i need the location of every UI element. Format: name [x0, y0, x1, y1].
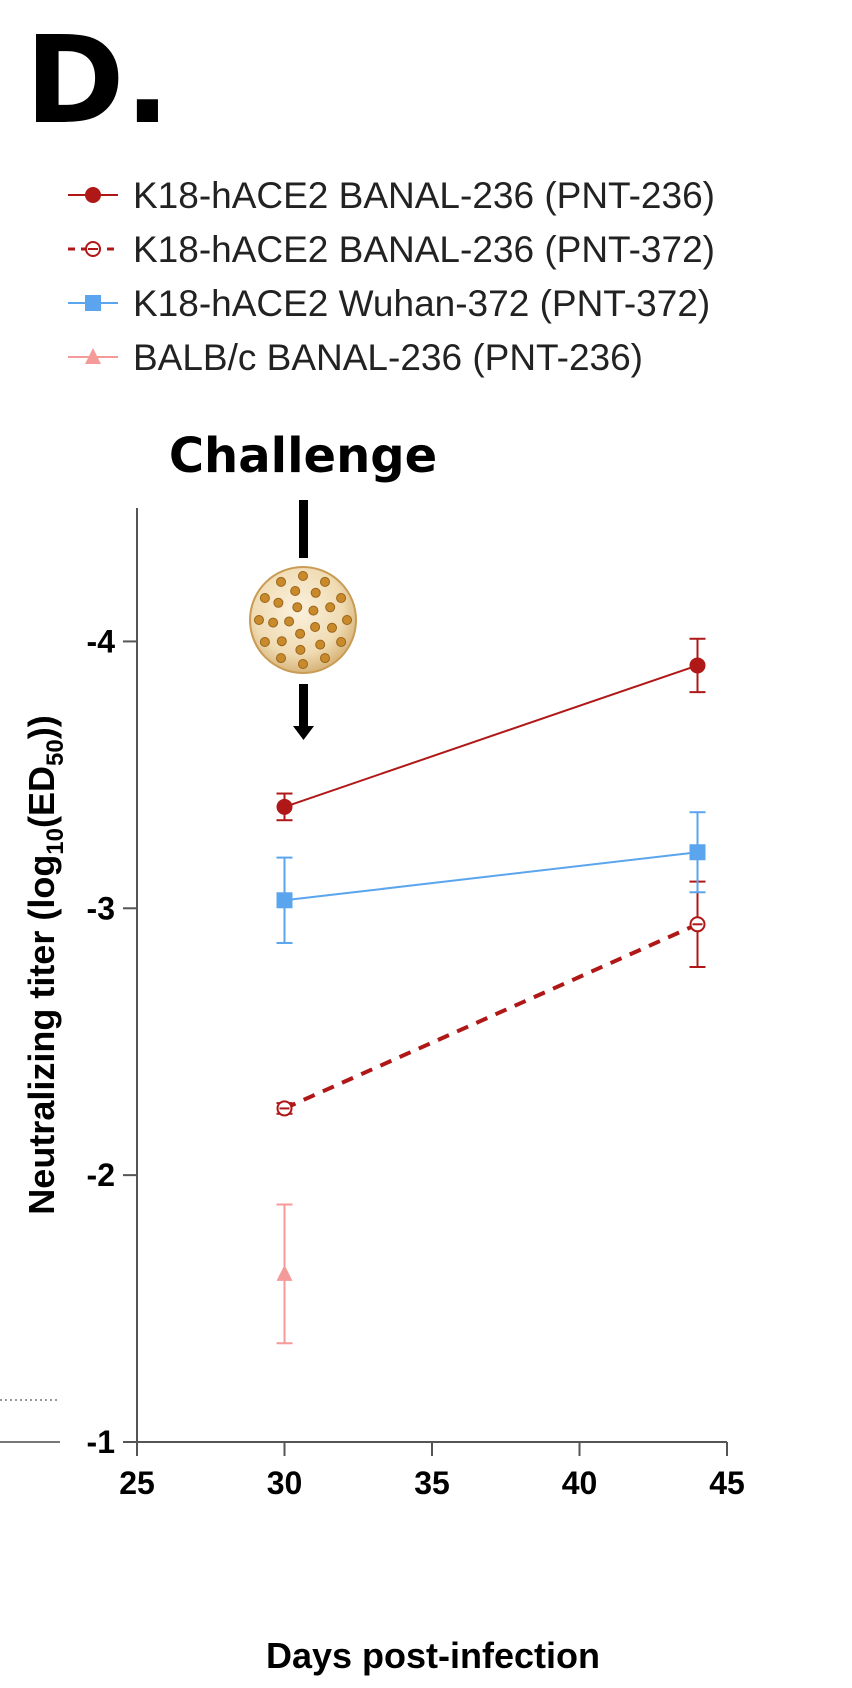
series — [276, 637, 706, 822]
series-line — [283, 922, 699, 1111]
legend-label: BALB/c BANAL-236 (PNT-236) — [133, 337, 643, 378]
series — [276, 1203, 293, 1345]
data-point — [276, 798, 293, 815]
legend-item: K18-hACE2 Wuhan-372 (PNT-372) — [68, 283, 710, 324]
virus-spike — [254, 615, 264, 625]
legend-marker — [85, 348, 101, 364]
virus-spike — [295, 644, 306, 655]
legend-label: K18-hACE2 BANAL-236 (PNT-236) — [133, 175, 715, 216]
virus-spike — [310, 587, 321, 598]
series-line — [284, 664, 698, 808]
data-point — [689, 657, 706, 674]
x-tick-label: 40 — [562, 1465, 598, 1501]
virus-spike — [276, 653, 286, 664]
series — [276, 880, 706, 1117]
virus-spike — [320, 653, 330, 664]
virus-spike — [290, 586, 301, 596]
virus-spike — [273, 597, 284, 608]
legend-item: K18-hACE2 BANAL-236 (PNT-236) — [68, 175, 715, 216]
legend-item: K18-hACE2 BANAL-236 (PNT-372) — [68, 229, 715, 270]
panel-letter: D. — [25, 12, 170, 151]
arrow-shaft-lower — [299, 684, 308, 728]
series — [276, 811, 706, 944]
x-tick-label: 45 — [709, 1465, 745, 1501]
y-tick-label: -4 — [87, 623, 116, 659]
virus-spike — [336, 593, 347, 603]
virus-spike — [298, 659, 308, 669]
arrow-head — [293, 726, 314, 740]
x-axis-title: Days post-infection — [266, 1635, 600, 1676]
data-point — [689, 844, 706, 861]
virus-spike — [259, 593, 270, 603]
y-axis-title-sub1: 10 — [42, 828, 69, 855]
virus-spike — [342, 615, 352, 625]
x-tick-label: 35 — [414, 1465, 450, 1501]
virus-spike — [308, 605, 319, 616]
legend-label: K18-hACE2 BANAL-236 (PNT-372) — [133, 229, 715, 270]
y-axis-title-sub2: 50 — [42, 739, 69, 766]
axes: -4 -3 -2 -125 30 35 40 45 — [87, 508, 745, 1501]
virus-spike — [276, 636, 287, 647]
legend-marker — [85, 187, 101, 203]
legend-label: K18-hACE2 Wuhan-372 (PNT-372) — [133, 283, 710, 324]
virus-spike — [259, 637, 270, 647]
legend-marker — [85, 295, 101, 311]
y-axis-title-main: Neutralizing titer (log — [21, 855, 62, 1215]
virus-spike — [310, 622, 321, 632]
virus-spike — [295, 628, 306, 639]
virus-spike — [315, 639, 326, 650]
legend-item: BALB/c BANAL-236 (PNT-236) — [68, 337, 643, 378]
x-tick-label: 30 — [267, 1465, 303, 1501]
y-axis-title: Neutralizing titer (log10(ED50)) — [21, 715, 69, 1214]
virus-spike — [327, 622, 337, 633]
x-tick-label: 25 — [119, 1465, 155, 1501]
challenge-annotation: Challenge — [169, 428, 437, 740]
virus-spike — [336, 637, 347, 647]
virus-spike — [298, 571, 308, 581]
y-axis-title-end: )) — [21, 715, 62, 739]
challenge-label: Challenge — [169, 428, 437, 484]
virus-spike — [284, 616, 295, 627]
virus-spike — [292, 602, 303, 613]
virus-spike — [268, 617, 279, 628]
virus-spike — [325, 602, 336, 613]
y-tick-label: -1 — [87, 1424, 115, 1460]
virus-spike — [276, 576, 286, 587]
y-axis-title-mid: (ED — [21, 766, 62, 828]
y-tick-label: -2 — [87, 1157, 115, 1193]
virus-icon — [249, 566, 357, 674]
y-tick-label: -3 — [87, 890, 115, 926]
arrow-shaft-upper — [299, 500, 308, 558]
legend: K18-hACE2 BANAL-236 (PNT-236) K18-hACE2 B… — [68, 175, 715, 378]
data-point — [276, 1264, 293, 1281]
virus-spike — [320, 576, 330, 587]
data-point — [276, 892, 293, 909]
plot-area — [276, 637, 706, 1345]
series-line — [284, 851, 698, 902]
